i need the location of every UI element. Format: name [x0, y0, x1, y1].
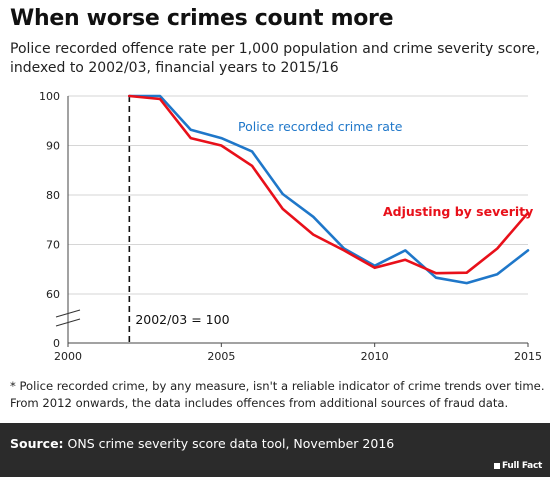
y-tick-label-90: 90 [46, 140, 60, 153]
logo-text: Full Fact [501, 461, 542, 471]
axes [55, 96, 529, 347]
footnote: * Police recorded crime, by any measure,… [10, 378, 545, 412]
footnote-line-1: * Police recorded crime, by any measure,… [10, 379, 545, 393]
series-line-2 [128, 94, 530, 275]
source-text: Source: ONS crime severity score data to… [10, 436, 394, 451]
y-tick-label-60: 60 [46, 288, 60, 301]
baseline-annotation: 2002/03 = 100 [135, 312, 229, 327]
chart-subtitle: Police recorded offence rate per 1,000 p… [10, 41, 540, 76]
series-label-1: Police recorded crime rate [238, 119, 403, 134]
y-tick-label-100: 100 [39, 90, 60, 103]
series-label-2: Adjusting by severity [383, 204, 533, 219]
y-tick-label-0: 0 [53, 337, 60, 350]
chart-labels: 0 60 70 80 90 100 2000 2005 2010 2015 2002/03 = 10… [39, 90, 542, 363]
logo-icon [493, 462, 500, 469]
footer-bar: Source: ONS crime severity score data to… [0, 423, 550, 477]
grid-lines [68, 95, 528, 295]
y-tick-label-80: 80 [46, 189, 60, 202]
line-chart: 0 60 70 80 90 100 2000 2005 2010 2015 2002/03 = 10… [39, 90, 542, 363]
x-tick-label-2010: 2010 [361, 350, 389, 363]
footnote-line-2: From 2012 onwards, the data includes off… [10, 396, 509, 410]
source-detail: ONS crime severity score data tool, Nove… [63, 436, 395, 451]
series-line-1 [128, 94, 530, 285]
y-tick-label-70: 70 [46, 239, 60, 252]
x-tick-label-2005: 2005 [207, 350, 235, 363]
x-tick-label-2015: 2015 [514, 350, 542, 363]
axis-break-mark-2 [55, 318, 81, 327]
series-lines [128, 94, 530, 285]
full-fact-logo: Full Fact [493, 461, 542, 471]
chart-title: When worse crimes count more [10, 6, 394, 31]
source-label: Source: [10, 436, 64, 451]
x-tick-label-2000: 2000 [54, 350, 82, 363]
axis-break-mark-1 [55, 309, 81, 318]
